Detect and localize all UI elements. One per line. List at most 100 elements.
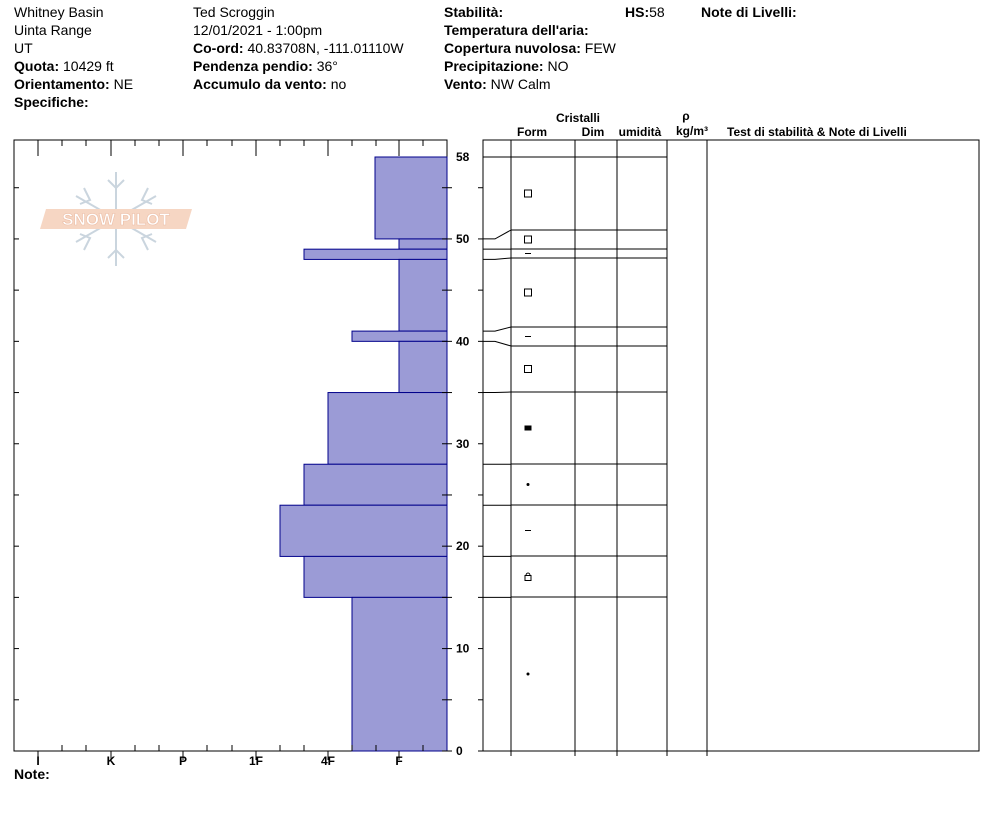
- depth-labels: 0 10 20 30 40 50 58: [456, 150, 470, 758]
- precip-value: NO: [547, 58, 569, 74]
- grain-symbol-lock: [524, 572, 532, 581]
- logo-banner: [40, 209, 192, 229]
- state-name: UT: [14, 40, 33, 56]
- location-name: Whitney Basin: [14, 4, 104, 20]
- hardness-label-K: K: [107, 754, 116, 768]
- square-grain-icon: [524, 235, 532, 244]
- aspect-label: Orientamento:: [14, 76, 110, 92]
- wind: Vento: NW Calm: [444, 75, 551, 93]
- aspect-value: NE: [113, 76, 134, 92]
- humidity-header: umidità: [619, 125, 662, 139]
- elevation-value: 10429 ft: [63, 58, 114, 74]
- coords-label: Co-ord:: [193, 40, 244, 56]
- density-unit-header: kg/m³: [676, 124, 708, 138]
- grain-symbols: [524, 189, 532, 676]
- depth-label-10: 10: [456, 642, 470, 656]
- depth-label-40: 40: [456, 334, 470, 348]
- grain-symbol-square: [524, 189, 532, 198]
- coordinates: Co-ord: 40.83708N, -111.01110W: [193, 39, 404, 57]
- layer-table-frame: [482, 139, 980, 752]
- square-grain-icon: [524, 365, 532, 373]
- slope-label: Pendenza pendio:: [193, 58, 313, 74]
- hardness-bar-6: [327, 392, 448, 465]
- depth-label-50: 50: [456, 232, 470, 246]
- wind-loading: Accumulo da vento: no: [193, 75, 346, 93]
- hardness-bar-9: [303, 555, 448, 598]
- snowpilot-logo: SNOW PILOT: [40, 172, 192, 266]
- hardness-labels: I K P 1F 4F F: [36, 754, 402, 768]
- hardness-label-F: F: [395, 754, 402, 768]
- hardness-bar-3: [398, 258, 448, 332]
- grain-symbol-square: [524, 288, 532, 297]
- snow-height: HS:58: [625, 3, 665, 21]
- hardness-bar-2: [303, 248, 448, 260]
- hardness-bars: [279, 156, 448, 752]
- specifics-label: Specifiche:: [14, 94, 89, 110]
- hardness-label-I: I: [36, 754, 39, 768]
- grain-symbol-dot: [526, 672, 530, 676]
- hs-label: HS:: [625, 4, 650, 20]
- stability-label: Stabilità:: [444, 4, 504, 20]
- layer-connector-41: [483, 326, 512, 332]
- hardness-bar-0: [374, 156, 448, 240]
- rho-header: ρ: [682, 109, 689, 123]
- tests-header: Test di stabilità & Note di Livelli: [727, 125, 907, 139]
- bottom-axis-ticks: [37, 745, 424, 760]
- slope-value: 36°: [316, 58, 338, 74]
- hardness-bar-5: [398, 340, 448, 394]
- top-axis-ticks: [37, 140, 424, 156]
- grain-symbol-square: [524, 235, 532, 244]
- elevation: Quota: 10429 ft: [14, 57, 114, 75]
- observer-name: Ted Scroggin: [193, 4, 275, 20]
- hardness-label-1F: 1F: [249, 754, 263, 768]
- hs-value: 58: [649, 4, 665, 20]
- coords-value: 40.83708N, -111.01110W: [247, 40, 404, 56]
- logo-text: SNOW PILOT: [62, 210, 170, 229]
- wind-loading-value: no: [330, 76, 347, 92]
- cloud-label: Copertura nuvolosa:: [444, 40, 581, 56]
- layer-connector-35: [483, 391, 512, 394]
- air-temp-label: Temperatura dell'aria:: [444, 22, 589, 38]
- elevation-label: Quota:: [14, 58, 60, 74]
- range-name: Uinta Range: [14, 22, 92, 38]
- filled-square-grain-icon: [524, 425, 532, 431]
- slope: Pendenza pendio: 36°: [193, 57, 338, 75]
- hardness-bar-1: [398, 238, 448, 250]
- grain-symbol-filled-square: [524, 425, 532, 431]
- hardness-bar-8: [279, 504, 448, 557]
- depth-label-20: 20: [456, 539, 470, 553]
- table-rows: [483, 156, 667, 598]
- observation-datetime: 12/01/2021 - 1:00pm: [193, 22, 323, 38]
- lock-grain-shackle: [525, 572, 531, 576]
- grain-symbol-square: [524, 365, 532, 373]
- layer-connector-48: [483, 257, 512, 260]
- cloud-value: FEW: [584, 40, 616, 56]
- wind-label: Vento:: [444, 76, 487, 92]
- dot-grain-icon: [526, 672, 530, 676]
- crystals-header: Cristalli: [556, 111, 600, 125]
- grain-symbol-dot: [526, 483, 530, 486]
- aspect: Orientamento: NE: [14, 75, 133, 93]
- precipitation: Precipitazione: NO: [444, 57, 568, 75]
- lock-grain-body: [524, 575, 532, 581]
- wind-value: NW Calm: [490, 76, 551, 92]
- depth-label-0: 0: [456, 744, 463, 758]
- form-header: Form: [517, 125, 547, 139]
- layer-connector-50: [483, 229, 512, 240]
- square-grain-icon: [524, 288, 532, 297]
- cloud-cover: Copertura nuvolosa: FEW: [444, 39, 616, 57]
- hardness-bar-10: [351, 596, 448, 752]
- hardness-bar-7: [303, 463, 448, 506]
- wind-loading-label: Accumulo da vento:: [193, 76, 327, 92]
- hardness-label-4F: 4F: [321, 754, 335, 768]
- dim-header: Dim: [582, 125, 605, 139]
- dot-grain-icon: [526, 483, 530, 486]
- depth-label-30: 30: [456, 437, 470, 451]
- table-ticks: [510, 751, 708, 756]
- square-grain-icon: [524, 189, 532, 198]
- hardness-bar-4: [351, 330, 448, 342]
- layer-connector-40: [483, 340, 512, 347]
- layer-notes-label: Note di Livelli:: [701, 4, 797, 20]
- notes-label: Note:: [14, 766, 50, 782]
